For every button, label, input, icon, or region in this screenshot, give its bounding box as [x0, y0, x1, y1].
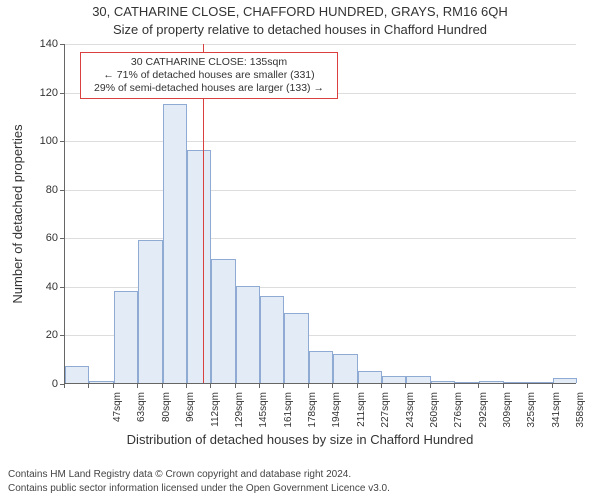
histogram-bar [553, 378, 577, 383]
histogram-bar [479, 381, 503, 383]
gridline [65, 141, 576, 142]
histogram-bar [89, 381, 113, 383]
xtick-mark [552, 384, 553, 388]
ytick-label: 0 [28, 378, 58, 390]
annotation-box: 30 CATHARINE CLOSE: 135sqm ← 71% of deta… [80, 52, 338, 99]
histogram-bar [236, 286, 260, 383]
xtick-mark [381, 384, 382, 388]
xtick-mark [137, 384, 138, 388]
histogram-bar [504, 382, 528, 383]
xtick-mark [162, 384, 163, 388]
xtick-mark [357, 384, 358, 388]
histogram-bar [211, 259, 235, 383]
xtick-mark [113, 384, 114, 388]
xtick-mark [527, 384, 528, 388]
histogram-bar [406, 376, 430, 383]
histogram-bar [65, 366, 89, 383]
ytick-label: 80 [28, 184, 58, 196]
histogram-bar [114, 291, 138, 383]
ytick-label: 120 [28, 87, 58, 99]
xtick-mark [503, 384, 504, 388]
annotation-line-3: 29% of semi-detached houses are larger (… [87, 82, 331, 95]
annotation-line-1: 30 CATHARINE CLOSE: 135sqm [87, 56, 331, 69]
histogram-bar [358, 371, 382, 383]
histogram-bar [284, 313, 308, 383]
histogram-bar [138, 240, 162, 383]
ytick-label: 140 [28, 38, 58, 50]
histogram-bar [431, 381, 455, 383]
xtick-mark [64, 384, 65, 388]
ytick-label: 100 [28, 135, 58, 147]
xtick-mark [186, 384, 187, 388]
xtick-mark [478, 384, 479, 388]
ytick-label: 20 [28, 329, 58, 341]
histogram-bar [333, 354, 357, 383]
ytick-label: 40 [28, 281, 58, 293]
chart-container: 30, CATHARINE CLOSE, CHAFFORD HUNDRED, G… [0, 0, 600, 500]
xtick-mark [332, 384, 333, 388]
gridline [65, 44, 576, 45]
chart-title-sub: Size of property relative to detached ho… [0, 22, 600, 37]
y-axis-label: Number of detached properties [10, 124, 25, 303]
xtick-mark [430, 384, 431, 388]
histogram-bar [309, 351, 333, 383]
gridline [65, 190, 576, 191]
histogram-bar [163, 104, 187, 383]
annotation-line-2: ← 71% of detached houses are smaller (33… [87, 69, 331, 82]
xtick-mark [88, 384, 89, 388]
ytick-label: 60 [28, 232, 58, 244]
footer-line-1: Contains HM Land Registry data © Crown c… [8, 469, 351, 480]
xtick-mark [405, 384, 406, 388]
histogram-bar [187, 150, 211, 383]
xtick-mark [259, 384, 260, 388]
xtick-mark [283, 384, 284, 388]
histogram-bar [260, 296, 284, 383]
histogram-bar [528, 382, 552, 383]
footer-line-2: Contains public sector information licen… [8, 483, 390, 494]
xtick-mark [454, 384, 455, 388]
xtick-mark [235, 384, 236, 388]
xtick-mark [308, 384, 309, 388]
histogram-bar [455, 382, 479, 383]
chart-title-main: 30, CATHARINE CLOSE, CHAFFORD HUNDRED, G… [0, 4, 600, 19]
x-axis-label: Distribution of detached houses by size … [0, 432, 600, 447]
xtick-mark [210, 384, 211, 388]
histogram-bar [382, 376, 406, 383]
